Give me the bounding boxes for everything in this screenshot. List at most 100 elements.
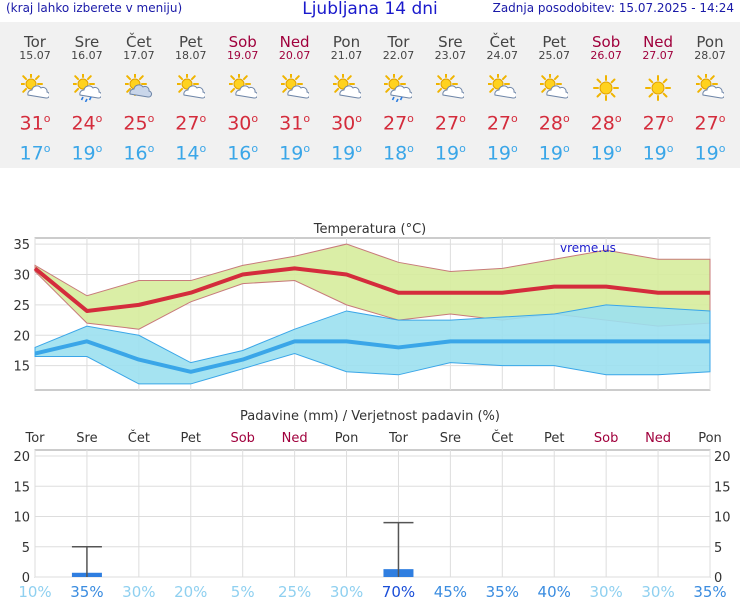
x-tick-label: Tor bbox=[388, 431, 409, 446]
sun-cloud-icon bbox=[434, 72, 466, 102]
precip-probability-label: 35% bbox=[486, 583, 519, 600]
watermark: vreme.us bbox=[560, 241, 616, 255]
max-temp-value: 31 bbox=[19, 112, 44, 135]
max-temp: 27o bbox=[424, 112, 476, 134]
day-column: Pon 21.07 30o 19o bbox=[321, 22, 373, 168]
sun-cloud-icon bbox=[694, 72, 726, 102]
max-temp-value: 31 bbox=[279, 112, 304, 135]
max-temp-value: 27 bbox=[642, 112, 667, 135]
min-temp-value: 19 bbox=[434, 142, 460, 165]
max-temp-value: 27 bbox=[486, 112, 512, 135]
min-temp: 16o bbox=[217, 142, 269, 164]
precip-probability-label: 35% bbox=[70, 583, 103, 600]
degree-sign: o bbox=[666, 112, 674, 125]
degree-sign: o bbox=[666, 142, 674, 155]
precip-probability-label: 30% bbox=[330, 583, 363, 600]
sun-cloud-icon bbox=[330, 72, 362, 102]
day-column: Sre 23.07 27o 19o bbox=[424, 22, 476, 168]
day-column: Pet 25.07 28o 19o bbox=[528, 22, 580, 168]
degree-sign: o bbox=[199, 142, 207, 155]
day-column: Tor 22.07 27o 18o bbox=[372, 22, 424, 168]
day-date: 16.07 bbox=[71, 49, 103, 62]
max-temp-value: 25 bbox=[123, 112, 148, 135]
day-date: 19.07 bbox=[226, 49, 259, 62]
x-tick-label: Čet bbox=[128, 430, 150, 446]
x-tick-label: Ned bbox=[282, 431, 308, 446]
sun-cloud-icon bbox=[538, 72, 570, 102]
degree-sign: o bbox=[718, 142, 726, 155]
min-temp-value: 17 bbox=[19, 142, 44, 165]
y-tick-label: 0 bbox=[22, 571, 30, 586]
max-temp-value: 30 bbox=[331, 112, 356, 135]
chart-title: Temperatura (°C) bbox=[313, 222, 426, 237]
min-temp: 19o bbox=[684, 142, 736, 164]
min-temp-value: 19 bbox=[642, 142, 667, 165]
y-tick-label: 25 bbox=[13, 299, 30, 314]
max-temp: 27o bbox=[632, 112, 684, 134]
x-tick-label: Pon bbox=[335, 431, 359, 446]
sun-cloud-icon bbox=[278, 72, 310, 102]
max-temp: 25o bbox=[113, 112, 165, 134]
degree-sign: o bbox=[251, 142, 259, 155]
min-temp-value: 19 bbox=[694, 142, 719, 165]
degree-sign: o bbox=[459, 142, 466, 155]
min-temp-value: 16 bbox=[123, 142, 148, 165]
day-name: Pet bbox=[178, 33, 203, 51]
sun-cloud-rain-icon bbox=[382, 72, 414, 103]
y-tick-label-right: 0 bbox=[714, 571, 722, 586]
day-date: 26.07 bbox=[590, 49, 622, 62]
precip-probability-label: 40% bbox=[538, 583, 571, 600]
day-name: Pet bbox=[542, 33, 567, 51]
max-temp: 28o bbox=[580, 112, 632, 134]
chart-title: Padavine (mm) / Verjetnost padavin (%) bbox=[240, 409, 500, 424]
degree-sign: o bbox=[43, 142, 51, 155]
day-column: Pet 18.07 27o 14o bbox=[165, 22, 217, 168]
degree-sign: o bbox=[511, 112, 518, 125]
plot-area bbox=[34, 449, 711, 578]
day-name: Sre bbox=[74, 33, 100, 51]
precip-probability-label: 25% bbox=[278, 583, 311, 600]
degree-sign: o bbox=[407, 112, 414, 125]
sun-cloud-icon bbox=[19, 72, 51, 102]
x-tick-label: Sre bbox=[76, 431, 97, 446]
max-temp-value: 28 bbox=[538, 112, 563, 135]
y-tick-label: 30 bbox=[13, 268, 30, 283]
degree-sign: o bbox=[718, 112, 726, 125]
day-date: 17.07 bbox=[123, 49, 155, 62]
day-name: Sre bbox=[438, 33, 463, 51]
y-tick-label: 35 bbox=[13, 238, 30, 253]
day-date: 25.07 bbox=[538, 49, 570, 62]
sun-cloud-icon bbox=[226, 72, 258, 102]
precip-probability-label: 10% bbox=[18, 583, 51, 600]
day-name: Čet bbox=[126, 33, 152, 51]
degree-sign: o bbox=[407, 142, 414, 155]
precip-error-bar bbox=[71, 546, 102, 577]
day-column: Ned 27.07 27o 19o bbox=[632, 22, 684, 168]
day-column: Sob 19.07 30o 16o bbox=[217, 22, 269, 168]
min-temp-value: 16 bbox=[227, 142, 252, 165]
min-temp: 19o bbox=[476, 142, 528, 164]
degree-sign: o bbox=[355, 142, 362, 155]
min-temp-value: 18 bbox=[382, 142, 408, 165]
y-tick-label-right: 5 bbox=[714, 541, 722, 556]
x-tick-label: Tor bbox=[24, 431, 45, 446]
day-column: Ned 20.07 31o 19o bbox=[269, 22, 321, 168]
min-temp: 17o bbox=[9, 142, 61, 164]
max-temp-value: 27 bbox=[175, 112, 200, 135]
max-temp: 30o bbox=[217, 112, 269, 134]
y-tick-label-right: 10 bbox=[714, 511, 731, 526]
day-name: Čet bbox=[489, 33, 516, 51]
max-temp: 30o bbox=[321, 112, 373, 134]
degree-sign: o bbox=[303, 142, 311, 155]
precip-probability-label: 30% bbox=[122, 583, 155, 600]
max-temp: 27o bbox=[165, 112, 217, 134]
degree-sign: o bbox=[199, 112, 207, 125]
degree-sign: o bbox=[147, 112, 155, 125]
forecast-strip: Tor 15.07 31o 17o Sre 16.07 24o 19o Čet 17.07 25o 1… bbox=[0, 22, 740, 168]
y-tick-label: 15 bbox=[13, 360, 30, 375]
max-temp-line bbox=[33, 266, 710, 313]
degree-sign: o bbox=[95, 142, 103, 155]
degree-sign: o bbox=[95, 112, 103, 125]
max-temp: 27o bbox=[372, 112, 424, 134]
x-tick-label: Čet bbox=[491, 430, 513, 446]
